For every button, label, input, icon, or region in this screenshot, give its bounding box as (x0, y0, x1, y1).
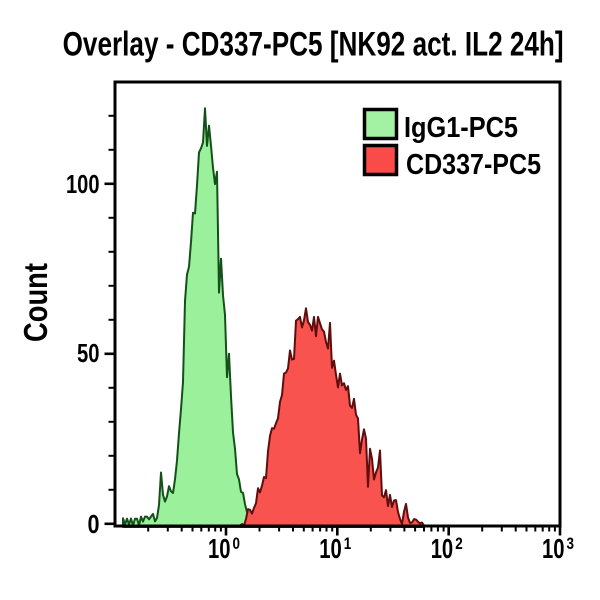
svg-text:3: 3 (567, 534, 575, 553)
svg-text:50: 50 (77, 338, 100, 368)
svg-text:CD337-PC5: CD337-PC5 (406, 149, 541, 181)
svg-text:10: 10 (208, 533, 231, 564)
svg-text:10: 10 (431, 533, 454, 564)
svg-text:100: 100 (66, 169, 100, 199)
svg-text:10: 10 (542, 533, 565, 564)
svg-text:Count: Count (17, 263, 54, 342)
svg-text:Overlay - CD337-PC5 [NK92 act.: Overlay - CD337-PC5 [NK92 act. IL2 24h] (63, 26, 564, 64)
svg-text:IgG1-PC5: IgG1-PC5 (404, 112, 518, 144)
svg-text:0: 0 (88, 509, 100, 539)
svg-text:0: 0 (233, 534, 241, 553)
svg-text:1: 1 (344, 534, 352, 553)
svg-text:2: 2 (455, 534, 463, 553)
svg-text:10: 10 (319, 533, 342, 564)
